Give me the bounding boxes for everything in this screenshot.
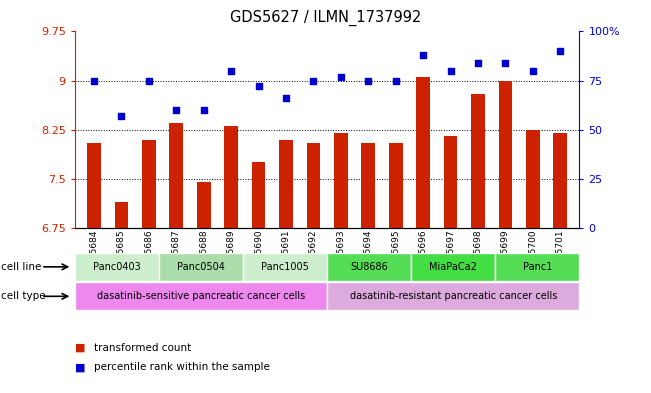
Text: cell type: cell type xyxy=(1,291,46,301)
Text: cell line: cell line xyxy=(1,262,42,272)
Text: Panc1005: Panc1005 xyxy=(261,262,309,272)
Point xyxy=(418,52,428,58)
Bar xyxy=(279,140,293,228)
Text: Panc0504: Panc0504 xyxy=(177,262,225,272)
Point xyxy=(363,77,374,84)
Point xyxy=(555,48,566,54)
Bar xyxy=(334,133,348,228)
Bar xyxy=(553,133,567,228)
Bar xyxy=(169,123,183,228)
Point xyxy=(391,77,401,84)
Bar xyxy=(416,77,430,228)
Point xyxy=(117,113,127,119)
Text: ■: ■ xyxy=(75,362,85,373)
Point xyxy=(144,77,154,84)
Point xyxy=(445,68,456,74)
Text: dasatinib-sensitive pancreatic cancer cells: dasatinib-sensitive pancreatic cancer ce… xyxy=(97,291,305,301)
Point xyxy=(226,68,236,74)
Text: Panc0403: Panc0403 xyxy=(93,262,141,272)
Bar xyxy=(444,136,458,228)
Bar xyxy=(471,94,485,228)
Text: dasatinib-resistant pancreatic cancer cells: dasatinib-resistant pancreatic cancer ce… xyxy=(350,291,557,301)
Bar xyxy=(307,143,320,228)
Point xyxy=(527,68,538,74)
Bar xyxy=(87,143,101,228)
Text: transformed count: transformed count xyxy=(94,343,191,353)
Point xyxy=(336,73,346,80)
Text: MiaPaCa2: MiaPaCa2 xyxy=(429,262,477,272)
Point xyxy=(500,60,510,66)
Bar xyxy=(389,143,402,228)
Bar xyxy=(252,162,266,228)
Point xyxy=(199,107,209,113)
Bar xyxy=(115,202,128,228)
Bar xyxy=(142,140,156,228)
Point xyxy=(89,77,99,84)
Bar xyxy=(499,81,512,228)
Text: SU8686: SU8686 xyxy=(350,262,388,272)
Point xyxy=(281,95,291,101)
Bar xyxy=(225,127,238,228)
Text: ■: ■ xyxy=(75,343,85,353)
Text: GDS5627 / ILMN_1737992: GDS5627 / ILMN_1737992 xyxy=(230,10,421,26)
Point xyxy=(473,60,483,66)
Point xyxy=(308,77,318,84)
Text: percentile rank within the sample: percentile rank within the sample xyxy=(94,362,270,373)
Point xyxy=(253,83,264,90)
Text: Panc1: Panc1 xyxy=(523,262,552,272)
Bar xyxy=(197,182,210,228)
Bar xyxy=(361,143,375,228)
Bar xyxy=(526,130,540,228)
Point xyxy=(171,107,182,113)
